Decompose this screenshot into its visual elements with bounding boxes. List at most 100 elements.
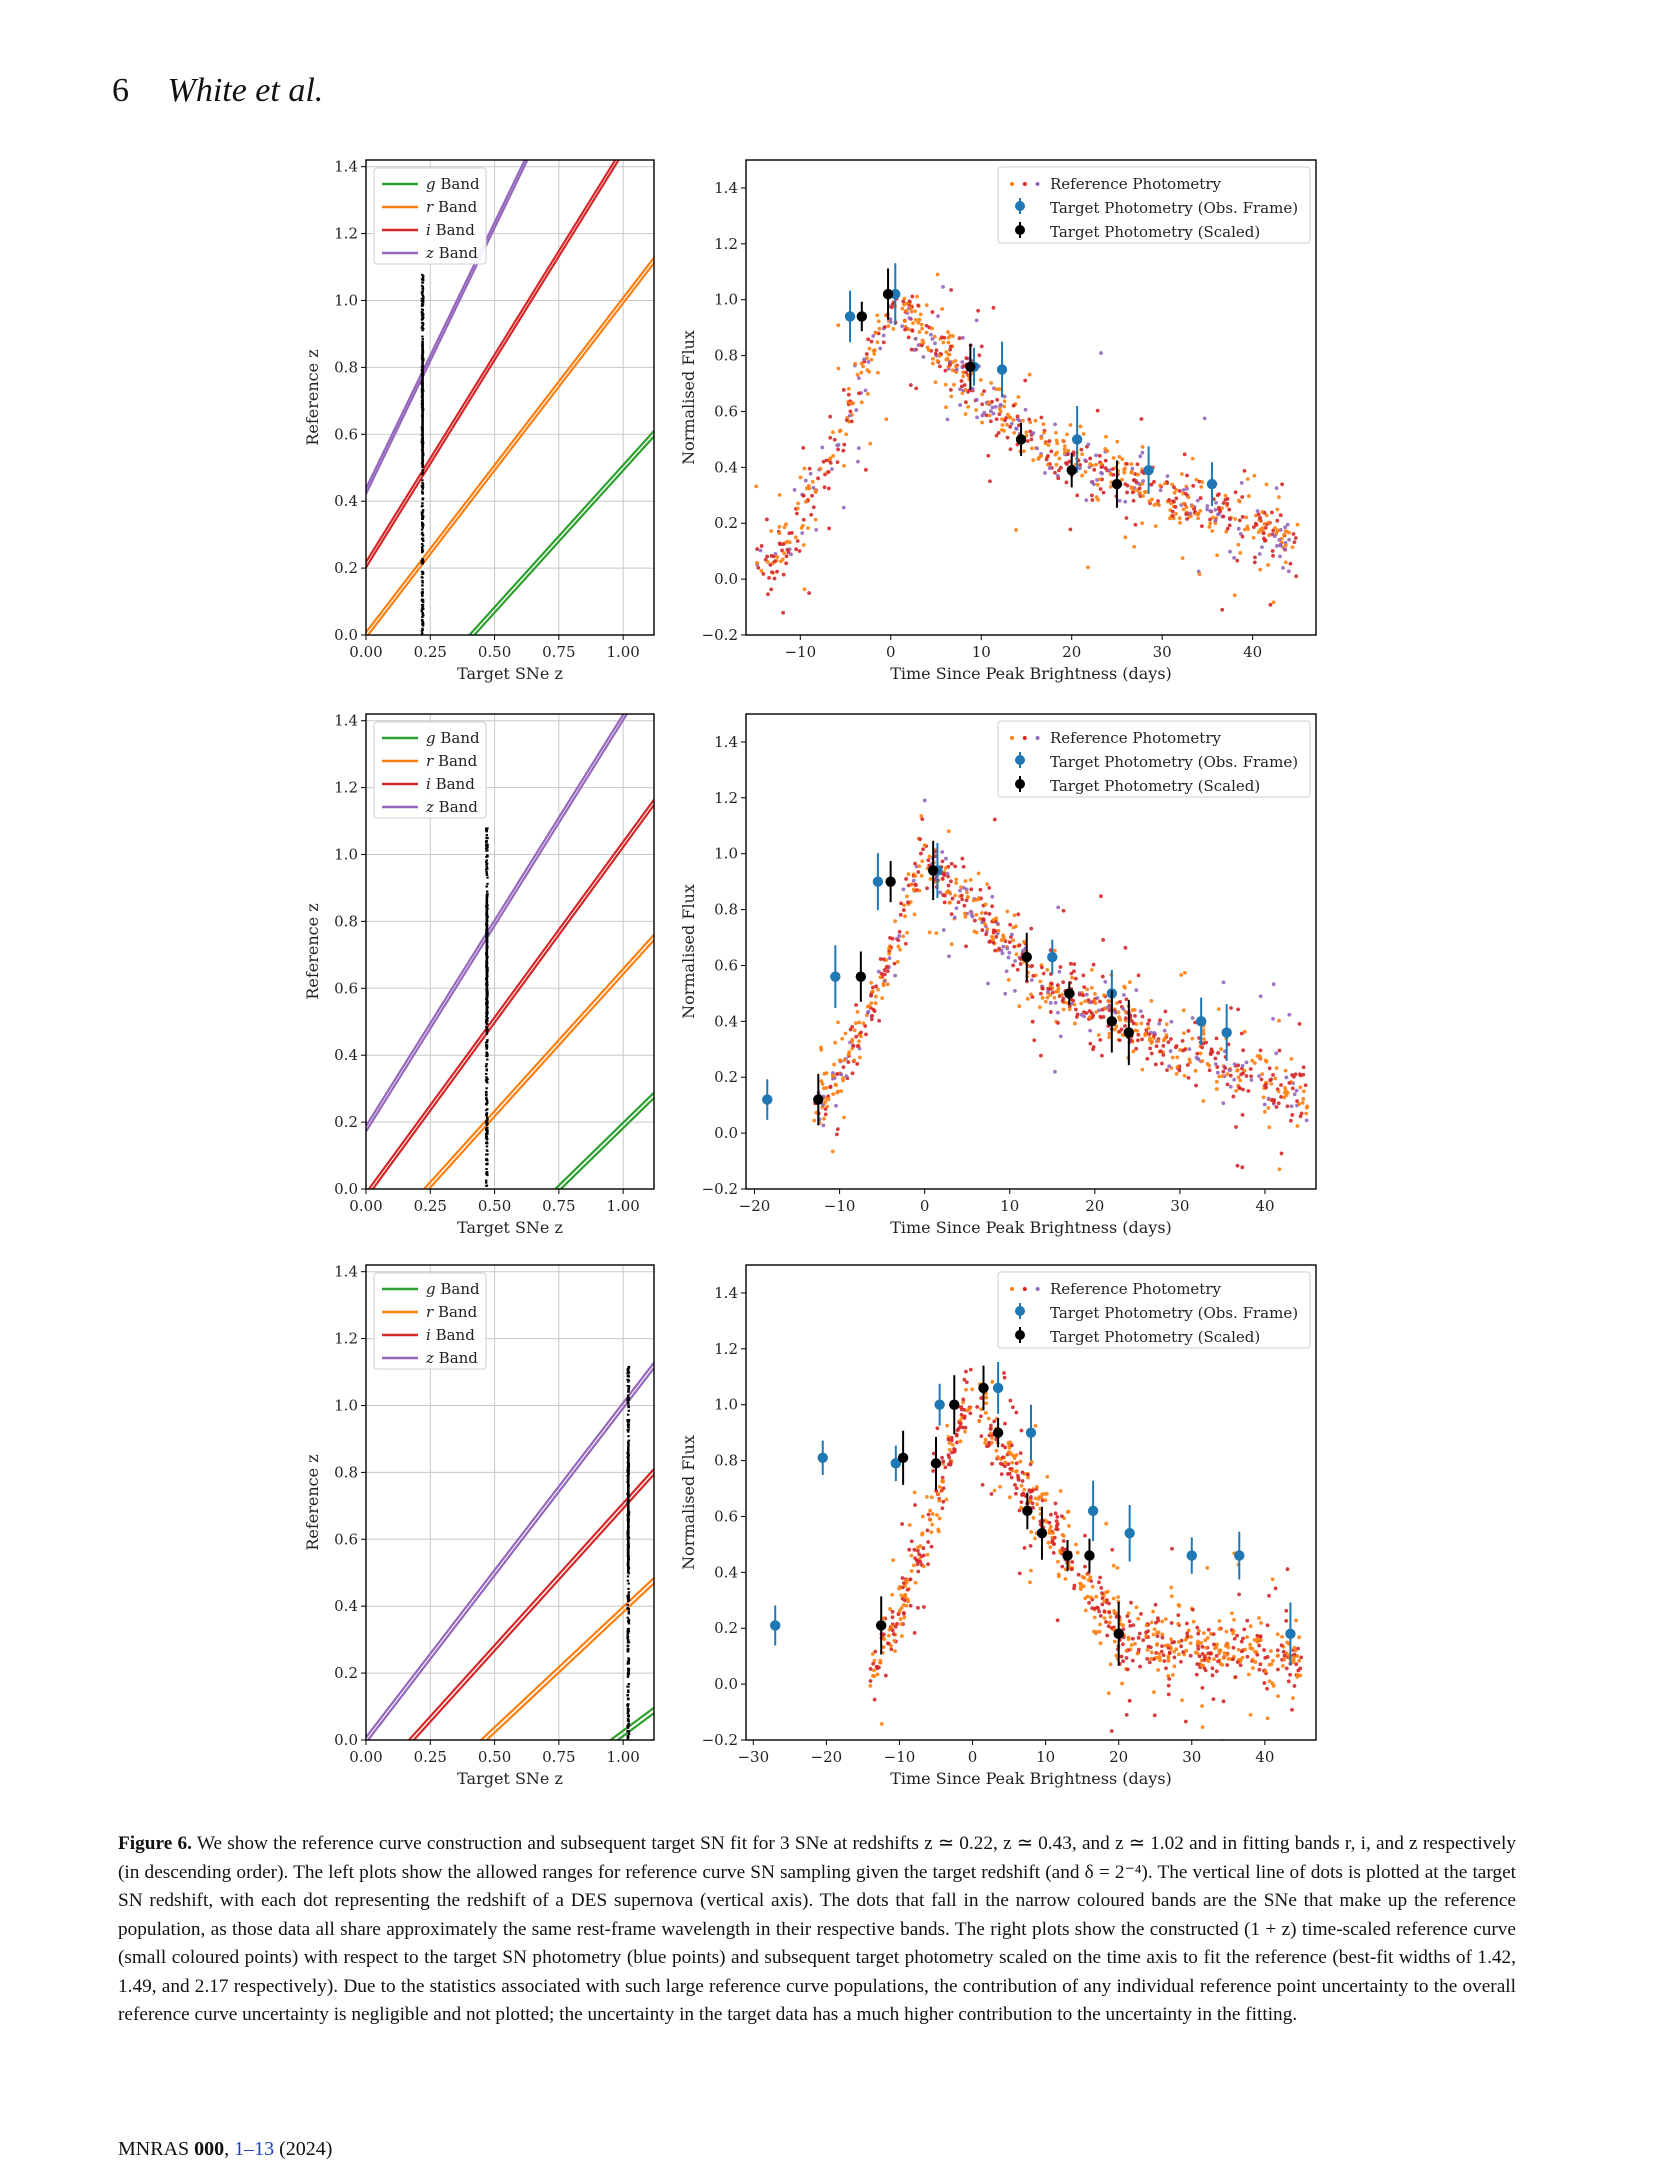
reference-point bbox=[840, 1036, 845, 1041]
reference-point bbox=[1107, 1035, 1111, 1040]
reference-point bbox=[950, 368, 955, 373]
reference-point bbox=[1114, 1615, 1119, 1619]
sn-redshift-dot bbox=[421, 592, 424, 595]
reference-point bbox=[775, 555, 780, 559]
reference-point bbox=[1298, 1114, 1303, 1119]
reference-point bbox=[991, 937, 995, 942]
sn-redshift-dot bbox=[485, 1172, 488, 1175]
reference-point bbox=[913, 309, 917, 314]
reference-point bbox=[1175, 1065, 1180, 1069]
reference-point bbox=[1195, 1641, 1200, 1646]
scaled-point bbox=[1123, 1027, 1135, 1038]
reference-point bbox=[1282, 547, 1287, 552]
reference-point bbox=[1258, 516, 1262, 520]
reference-point bbox=[1085, 1594, 1090, 1599]
reference-point bbox=[1298, 1744, 1302, 1748]
target-point bbox=[996, 364, 1008, 375]
reference-point bbox=[1249, 1078, 1254, 1082]
reference-point bbox=[1112, 1027, 1117, 1032]
reference-point bbox=[1260, 545, 1264, 550]
reference-point bbox=[1199, 1663, 1204, 1668]
reference-point bbox=[1018, 1451, 1023, 1455]
reference-point bbox=[1303, 1083, 1308, 1088]
reference-point bbox=[1083, 1533, 1087, 1538]
reference-point bbox=[1174, 1044, 1179, 1048]
reference-point bbox=[905, 894, 909, 899]
reference-point bbox=[1107, 999, 1111, 1004]
sn-redshift-dot bbox=[627, 1657, 630, 1660]
reference-point bbox=[994, 934, 999, 939]
reference-point bbox=[962, 383, 967, 387]
page-range-link[interactable]: 1–13 bbox=[234, 2138, 275, 2160]
reference-point bbox=[1149, 1051, 1154, 1056]
reference-point bbox=[1057, 456, 1062, 461]
x-tick-label: 10 bbox=[1000, 1197, 1019, 1215]
reference-point bbox=[919, 322, 924, 327]
reference-point bbox=[1088, 1028, 1093, 1033]
target-point bbox=[992, 1382, 1004, 1394]
reference-point bbox=[1081, 973, 1086, 978]
band-line-z bbox=[366, 714, 625, 1127]
reference-point bbox=[869, 993, 873, 998]
reference-point bbox=[1014, 528, 1018, 532]
sn-redshift-dot bbox=[627, 1420, 630, 1423]
reference-point bbox=[1109, 1626, 1114, 1630]
reference-point bbox=[1292, 540, 1297, 545]
reference-point bbox=[892, 1638, 897, 1643]
reference-point bbox=[865, 1004, 870, 1009]
reference-point bbox=[1226, 1656, 1231, 1661]
reference-point bbox=[1255, 509, 1260, 514]
reference-point bbox=[921, 1553, 926, 1558]
reference-point bbox=[869, 980, 874, 985]
reference-point bbox=[988, 479, 992, 484]
reference-point bbox=[949, 861, 954, 866]
sn-redshift-dot bbox=[485, 1114, 488, 1117]
sn-redshift-dot bbox=[627, 1379, 631, 1382]
reference-point bbox=[931, 356, 935, 361]
reference-point bbox=[1065, 432, 1069, 437]
reference-point bbox=[1265, 1655, 1270, 1659]
reference-point bbox=[821, 1123, 826, 1128]
reference-point bbox=[1067, 1007, 1072, 1012]
reference-point bbox=[961, 1397, 966, 1402]
reference-point bbox=[1002, 1371, 1006, 1375]
reference-point bbox=[913, 1503, 917, 1507]
reference-point bbox=[890, 1592, 895, 1597]
reference-point bbox=[1107, 1620, 1112, 1625]
sn-redshift-dot bbox=[627, 1724, 631, 1727]
x-tick-label: 0.75 bbox=[542, 643, 575, 661]
reference-point bbox=[900, 1522, 904, 1526]
reference-point bbox=[841, 1078, 845, 1083]
reference-point bbox=[883, 1673, 888, 1678]
y-tick-label: 1.4 bbox=[334, 158, 358, 176]
reference-point bbox=[1285, 1104, 1290, 1109]
reference-point bbox=[1109, 1729, 1114, 1733]
sn-redshift-dot bbox=[626, 1685, 629, 1688]
reference-point bbox=[1279, 1643, 1284, 1648]
sn-redshift-dot bbox=[421, 533, 425, 536]
reference-point bbox=[960, 897, 965, 902]
reference-point bbox=[943, 1465, 948, 1470]
reference-point bbox=[1294, 1088, 1299, 1093]
sn-redshift-dot bbox=[421, 483, 425, 486]
sn-redshift-dot bbox=[627, 1610, 631, 1613]
reference-point bbox=[850, 1024, 855, 1029]
reference-point bbox=[1291, 1658, 1296, 1663]
reference-point bbox=[1031, 1505, 1035, 1510]
reference-point bbox=[867, 346, 872, 351]
sn-redshift-dot bbox=[627, 1619, 631, 1622]
reference-point bbox=[1078, 1587, 1083, 1592]
sn-redshift-dot bbox=[485, 1124, 489, 1127]
reference-point bbox=[1047, 439, 1052, 443]
reference-point bbox=[1048, 1524, 1053, 1529]
band-line-g bbox=[559, 1097, 654, 1189]
reference-point bbox=[1134, 1046, 1139, 1051]
reference-point bbox=[1165, 1068, 1169, 1073]
y-tick-label: 0.6 bbox=[714, 1507, 738, 1525]
reference-point bbox=[1267, 533, 1271, 538]
reference-point bbox=[1066, 1510, 1070, 1514]
reference-point bbox=[1083, 470, 1088, 474]
reference-point bbox=[1262, 1648, 1266, 1652]
reference-point bbox=[1211, 1697, 1216, 1702]
reference-point bbox=[1014, 952, 1019, 957]
